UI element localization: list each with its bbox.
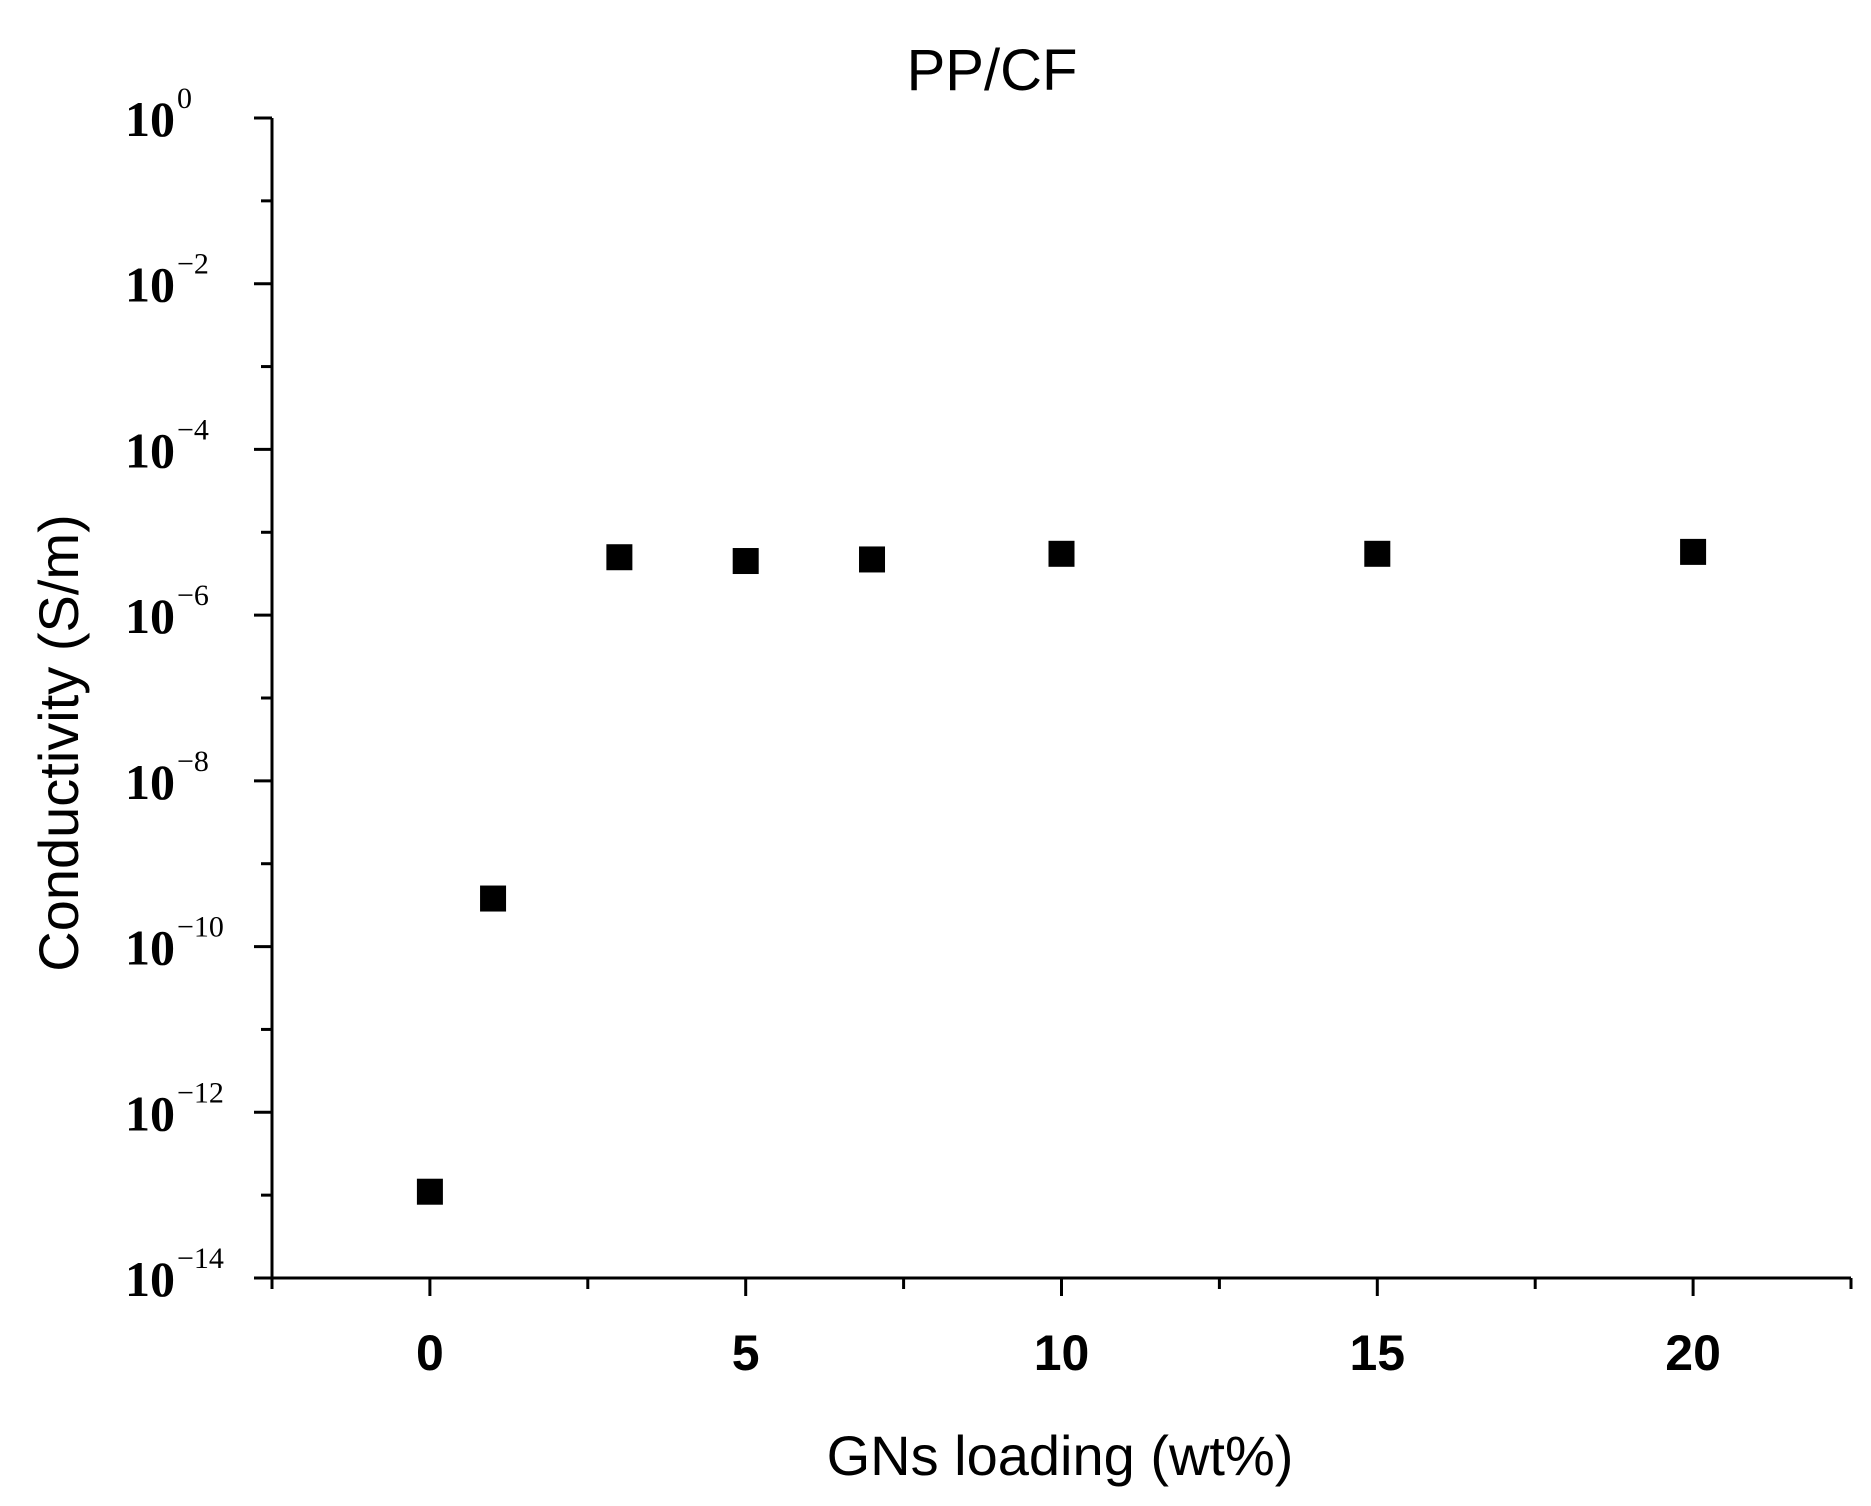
y-tick-exponent: −14	[177, 1242, 224, 1275]
y-tick-label: 10	[125, 588, 175, 644]
y-tick-exponent: −10	[177, 911, 224, 944]
chart-title: PP/CF	[907, 38, 1078, 103]
y-tick-label: 10	[125, 257, 175, 313]
data-point	[1048, 540, 1075, 567]
y-tick-label: 10	[125, 1085, 175, 1141]
data-point	[606, 544, 633, 571]
x-tick-label: 5	[732, 1325, 760, 1381]
y-tick-label: 10	[125, 1251, 175, 1307]
data-point	[1680, 538, 1707, 565]
data-point	[416, 1178, 443, 1205]
data-point	[859, 546, 886, 573]
y-tick-label: 10	[125, 422, 175, 478]
y-tick-exponent: −2	[177, 248, 209, 281]
y-tick-exponent: −6	[177, 579, 209, 612]
x-tick-label: 0	[416, 1325, 444, 1381]
data-point	[480, 885, 507, 912]
x-tick-label: 15	[1349, 1325, 1405, 1381]
x-tick-label: 10	[1034, 1325, 1090, 1381]
data-point	[732, 548, 759, 575]
y-tick-exponent: 0	[177, 82, 192, 115]
y-tick-label: 10	[125, 920, 175, 976]
y-axis-label: Conductivity (S/m)	[27, 514, 90, 971]
data-points	[416, 538, 1707, 1205]
y-tick-label: 10	[125, 91, 175, 147]
data-point	[1364, 540, 1391, 567]
y-tick-exponent: −8	[177, 745, 209, 778]
y-tick-exponent: −12	[177, 1076, 224, 1109]
x-ticks: 0 5 10 15 20	[270, 1278, 1853, 1381]
y-tick-exponent: −4	[177, 413, 209, 446]
x-axis-label: GNs loading (wt%)	[827, 1424, 1294, 1487]
x-tick-label: 20	[1665, 1325, 1721, 1381]
y-tick-label: 10	[125, 754, 175, 810]
